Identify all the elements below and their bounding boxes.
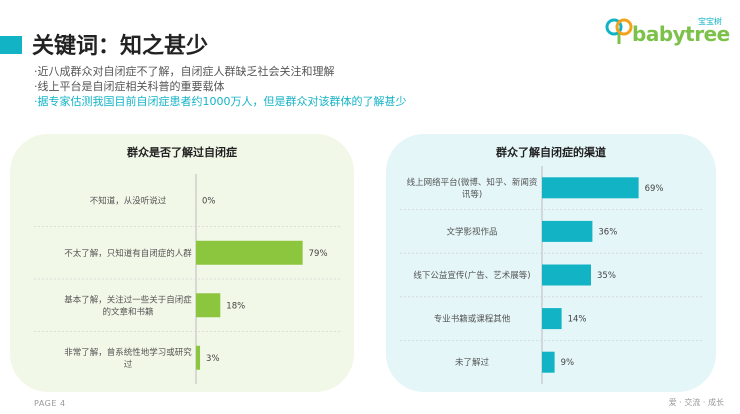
awareness-bar [196,293,221,318]
babytree-logo-icon [605,18,633,44]
awareness-bar [196,240,303,265]
title-accent-bar [0,36,22,54]
bullet-1: ·近八成群众对自闭症不了解，自闭症人群缺乏社会关注和理解 [34,65,335,78]
page-title: 关键词：知之甚少 [32,34,209,59]
channels-value-label: 9% [561,358,575,368]
bullet-3: ·据专家估测我国目前自闭症患者约1000万人，但是群众对该群体的了解甚少 [34,95,407,108]
channels-bar [542,264,591,286]
awareness-value-label: 79% [309,249,328,259]
page-number: 4 [59,399,66,408]
channels-bar [542,308,562,330]
channels-bar-chart: 69% 线上网络平台(微博、知乎、新闻资讯等) 36% 文学影视作品 35% 线下公益宣传… [400,166,704,384]
awareness-value-label: 18% [226,301,245,311]
channels-category-label: 线上网络平台(微博、知乎、新闻资讯等) [407,177,538,200]
awareness-category-label: 不知道，从没听说过 [90,195,167,206]
channels-chart-title: 群众了解自闭症的渠道 [496,146,606,159]
channels-value-label: 36% [598,227,617,237]
awareness-value-label: 3% [206,354,220,364]
logo-subtext: 宝宝树 [698,17,722,26]
awareness-category-label: 不太了解，只知道有自闭症的人群 [64,248,192,259]
awareness-chart-panel: 群众是否了解过自闭症 0% 不知道，从没听说过 79% 不太了解，只知道有自闭症的人群… [10,134,354,392]
awareness-category-label: 基本了解，关注过一些关于自闭症的文章和书籍 [64,294,192,317]
page-footer: PAGE 4 [34,399,66,408]
channels-category-label: 文学影视作品 [446,226,497,237]
awareness-bar [196,345,201,370]
channels-bar [542,177,639,199]
bullet-2: ·线上平台是自闭症相关科普的重要载体 [34,80,225,93]
awareness-chart-title: 群众是否了解过自闭症 [127,146,237,159]
awareness-value-label: 0% [202,196,216,206]
channels-bar [542,351,555,373]
channels-value-label: 35% [597,271,616,281]
channels-category-label: 线下公益宣传(广告、艺术展等) [413,270,530,281]
logo-wordmark: babytree [632,22,730,46]
babytree-logo: babytree 宝宝树 [604,14,730,50]
footer-slogan: 爱 · 交流 · 成长 [668,398,724,407]
channels-category-label: 专业书籍或课程其他 [434,314,511,325]
channels-value-label: 69% [645,184,664,194]
awareness-category-label: 非常了解，曾系统性地学习或研究过 [64,347,192,370]
channels-value-label: 14% [568,315,587,325]
awareness-bar-chart: 0% 不知道，从没听说过 79% 不太了解，只知道有自闭症的人群 18% 基本了解，关注过… [34,174,340,384]
channels-chart-panel: 群众了解自闭症的渠道 69% 线上网络平台(微博、知乎、新闻资讯等) 36% 文学影视… [386,134,716,392]
channels-category-label: 未了解过 [455,357,490,368]
summary-bullets: ·近八成群众对自闭症不了解，自闭症人群缺乏社会关注和理解 ·线上平台是自闭症相关… [34,64,407,109]
channels-bar [542,220,593,242]
page-label: PAGE [34,399,57,408]
